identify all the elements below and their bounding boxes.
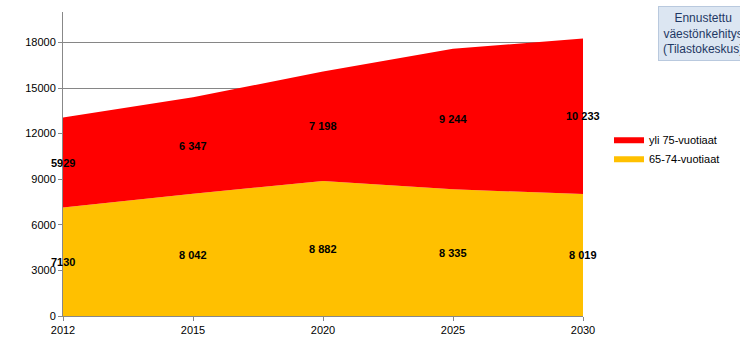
svg-text:7 198: 7 198 [309,120,337,132]
svg-text:8 019: 8 019 [569,249,597,261]
svg-text:Ennustettuväestönkehitys(Tilas: Ennustettuväestönkehitys(Tilastokeskus) [663,11,740,56]
svg-text:5929: 5929 [51,157,75,169]
svg-text:8 042: 8 042 [179,249,207,261]
svg-text:15000: 15000 [25,82,56,94]
svg-text:10 233: 10 233 [566,110,600,122]
svg-text:yli 75-vuotiaat: yli 75-vuotiaat [649,134,717,146]
svg-text:2012: 2012 [51,324,75,336]
svg-text:8 335: 8 335 [439,247,467,259]
svg-text:7130: 7130 [51,256,75,268]
svg-text:6 347: 6 347 [179,140,207,152]
svg-text:0: 0 [50,310,56,322]
svg-text:9000: 9000 [31,173,55,185]
svg-text:2025: 2025 [441,324,465,336]
svg-text:3000: 3000 [31,264,55,276]
svg-text:65-74-vuotiaat: 65-74-vuotiaat [649,153,719,165]
svg-text:2030: 2030 [571,324,595,336]
svg-text:12000: 12000 [25,127,56,139]
svg-text:2015: 2015 [181,324,205,336]
svg-text:6000: 6000 [31,219,55,231]
svg-text:18000: 18000 [25,36,56,48]
svg-text:9 244: 9 244 [439,113,467,125]
svg-text:2020: 2020 [311,324,335,336]
svg-text:8 882: 8 882 [309,243,337,255]
